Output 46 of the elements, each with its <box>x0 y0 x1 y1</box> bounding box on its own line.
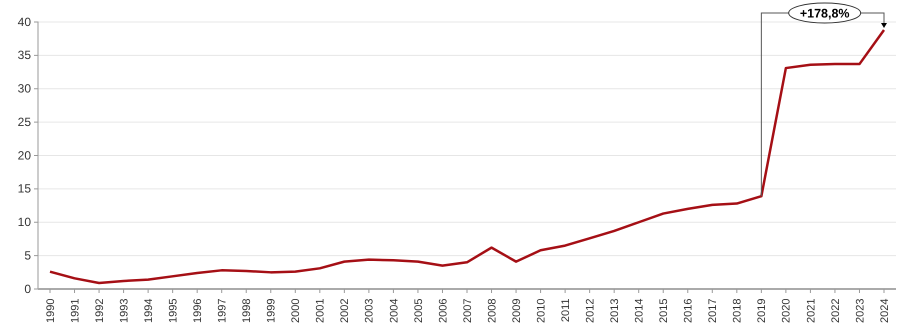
x-tick-label: 2013 <box>609 298 622 323</box>
x-tick-label: 2021 <box>805 298 818 323</box>
x-tick-label: 2015 <box>658 298 670 323</box>
x-tick-label: 2001 <box>314 298 327 323</box>
y-tick-label: 20 <box>18 148 32 162</box>
x-tick-label: 2002 <box>339 298 352 323</box>
x-tick-label: 2014 <box>634 298 646 323</box>
line-series <box>48 28 886 284</box>
x-tick-label: 1991 <box>69 298 82 323</box>
x-tick-label: 2022 <box>830 298 842 323</box>
x-tick-label: 2008 <box>486 298 498 323</box>
y-tick-label: 25 <box>18 114 32 129</box>
x-tick-label: 2016 <box>682 298 695 323</box>
y-tick-label: 40 <box>18 14 32 29</box>
x-tick-label: 1995 <box>167 298 180 323</box>
x-tick-label: 2006 <box>437 298 450 323</box>
x-tick-label: 2003 <box>364 298 376 323</box>
x-tick-label: 2018 <box>732 298 744 323</box>
x-tick-label: 1992 <box>94 298 106 323</box>
x-tick-label: 2009 <box>510 298 523 323</box>
x-tick-label: 1997 <box>216 298 229 323</box>
x-tick-label: 1993 <box>118 298 130 323</box>
y-tick-label: 0 <box>24 282 32 296</box>
x-tick-label: 1990 <box>44 298 57 323</box>
x-tick-label: 1996 <box>192 298 204 323</box>
x-tick-label: 1998 <box>241 298 254 323</box>
y-tick-label: 35 <box>18 48 32 62</box>
x-tick-label: 2020 <box>780 298 793 323</box>
y-tick-label: 10 <box>18 215 32 230</box>
x-tick-label: 2011 <box>560 298 572 322</box>
x-tick-label: 2024 <box>878 298 891 323</box>
x-tick-label: 2017 <box>707 298 720 323</box>
text: +178,8% <box>800 6 850 20</box>
x-tick-label: 1999 <box>266 298 278 323</box>
x-tick-label: 2010 <box>535 298 548 323</box>
y-tick-label: 30 <box>18 82 32 96</box>
x-tick-label: 2007 <box>462 298 474 323</box>
x-tick-label: 2019 <box>756 298 768 323</box>
x-tick-label: 2012 <box>584 298 596 323</box>
y-tick-label: 15 <box>18 182 32 196</box>
x-tick-label: 2004 <box>388 298 400 323</box>
x-tick-label: 2000 <box>290 298 302 323</box>
x-tick-label: 1994 <box>142 298 155 323</box>
x-tick-label: 2023 <box>854 298 866 323</box>
y-tick-label: 5 <box>24 248 32 262</box>
x-tick-label: 2005 <box>412 298 425 323</box>
